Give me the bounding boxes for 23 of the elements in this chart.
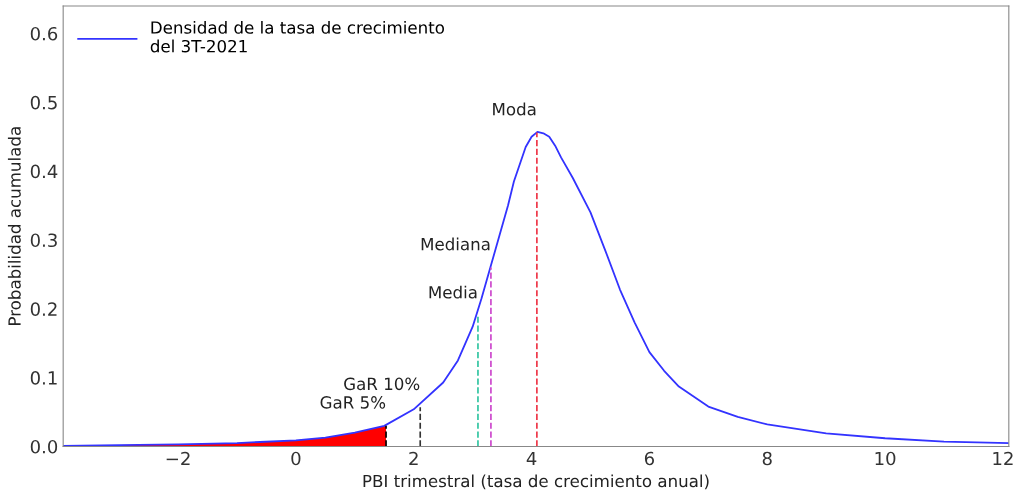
legend-label: Densidad de la tasa de crecimiento del 3T-2021: [150, 20, 445, 53]
annotation: Moda: [493, 102, 536, 116]
y-tick-label: 0.6: [30, 26, 58, 41]
annotation: GaR 5%: [320, 396, 386, 409]
y-tick-label: 0.5: [30, 95, 57, 110]
x-axis-title: PBI trimestral (tasa de crecimiento anual): [363, 474, 709, 490]
x-tick-label: 8: [762, 451, 772, 466]
y-axis-title: Probabilidad acumulada: [7, 127, 21, 325]
y-tick-label: 0.4: [30, 164, 58, 179]
y-tick-label: 0.1: [30, 371, 57, 385]
x-tick-label: 0: [291, 451, 301, 466]
y-tick-label: 0.0: [30, 439, 58, 454]
annotation: Media: [429, 285, 477, 299]
annotation: GaR 10%: [344, 377, 420, 391]
x-tick-label: 4: [526, 451, 537, 466]
x-tick-label: 12: [993, 451, 1013, 466]
x-tick-label: 6: [644, 451, 655, 466]
y-tick-label: 0.2: [30, 302, 57, 316]
annotation: Mediana: [421, 237, 490, 251]
x-tick-label: −2: [166, 451, 190, 466]
x-tick-label: 2: [409, 451, 418, 466]
x-tick-label: 10: [875, 451, 896, 466]
y-tick-label: 0.3: [30, 233, 57, 248]
